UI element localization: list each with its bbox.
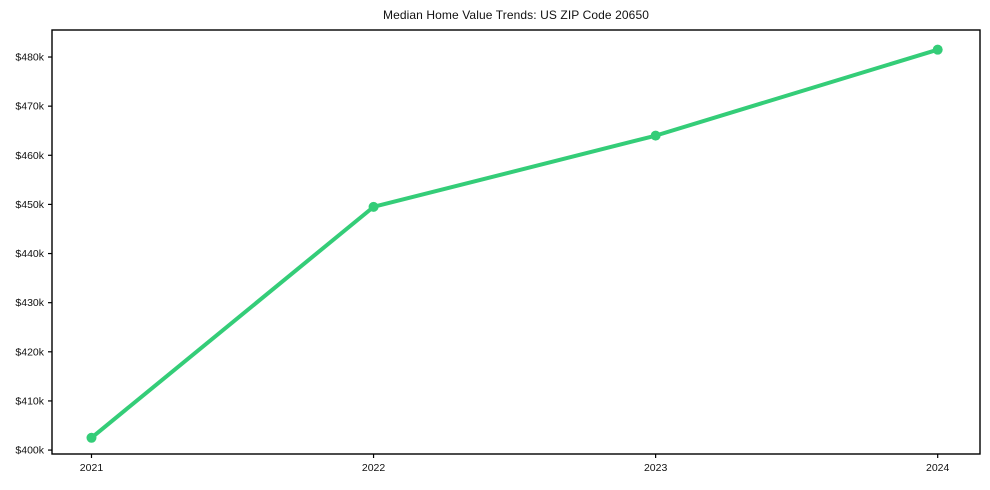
series-line-median-home-value — [89, 47, 940, 440]
y-tick-label: $450k — [15, 199, 44, 211]
x-tick-label: 2022 — [362, 462, 386, 474]
data-point — [86, 432, 97, 443]
y-tick-label: $410k — [15, 395, 44, 407]
y-tick-label: $400k — [15, 445, 44, 457]
chart-title: Median Home Value Trends: US ZIP Code 20… — [382, 8, 649, 22]
data-point — [650, 130, 661, 141]
y-tick-label: $430k — [15, 297, 44, 309]
x-tick-label: 2021 — [80, 462, 104, 474]
y-tick-label: $420k — [15, 346, 44, 358]
y-tick-label: $460k — [15, 150, 44, 162]
x-tick-label: 2023 — [644, 462, 668, 474]
x-tick-label: 2024 — [926, 462, 950, 474]
y-tick-label: $470k — [15, 101, 44, 113]
y-tick-label: $440k — [15, 248, 44, 260]
plot-border — [51, 29, 981, 455]
data-point — [368, 201, 379, 212]
y-tick-label: $480k — [15, 52, 44, 64]
data-point — [932, 44, 943, 55]
